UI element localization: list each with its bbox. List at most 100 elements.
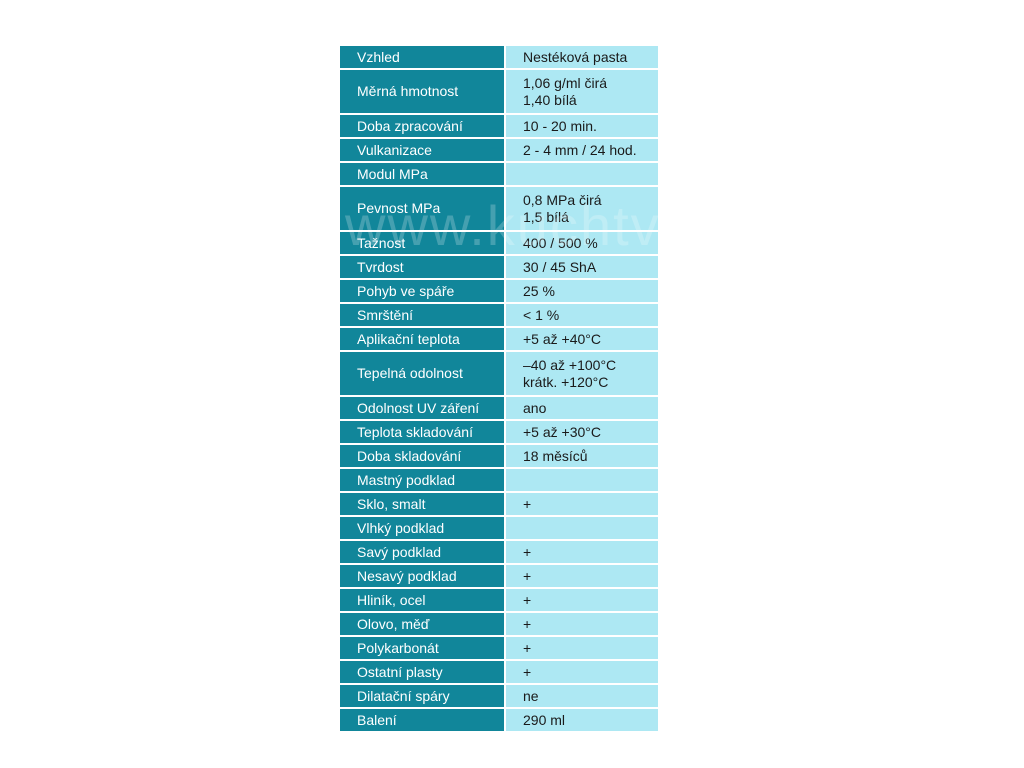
property-value: + [505,660,658,685]
property-value: 30 / 45 ShA [505,255,658,280]
property-label: Vlhký podklad [340,516,506,541]
property-label: Balení [340,708,506,733]
property-label: Vzhled [340,46,506,70]
property-value-line: + [523,639,532,656]
property-label: Olovo, měď [340,612,506,637]
property-label: Mastný podklad [340,468,506,493]
property-label: Tepelná odolnost [340,351,506,397]
property-label: Doba zpracování [340,114,506,139]
property-value-line: +5 až +40°C [523,330,601,347]
property-label: Aplikační teplota [340,327,506,352]
property-value: + [505,612,658,637]
property-value: 400 / 500 % [505,231,658,256]
property-value: + [505,540,658,565]
table-row: Smrštění < 1 % [340,303,658,328]
property-value: ne [505,684,658,709]
property-value: 290 ml [505,708,658,733]
property-value: + [505,492,658,517]
property-value [505,162,658,187]
property-value-line: 30 / 45 ShA [523,258,597,275]
property-label: Modul MPa [340,162,506,187]
property-value: 2 - 4 mm / 24 hod. [505,138,658,163]
property-value-line: 1,5 bílá [523,208,569,225]
table-row: Modul MPa [340,162,658,187]
property-value-line: –40 až +100°C [523,356,617,373]
property-label: Sklo, smalt [340,492,506,517]
spec-table-body: Vzhled Nestéková pasta Měrná hmotnost 1,06 … [340,46,658,733]
property-value: 18 měsíců [505,444,658,469]
property-value-line: ano [523,399,547,416]
property-value-line: 2 - 4 mm / 24 hod. [523,141,637,158]
property-value [505,516,658,541]
property-value: 10 - 20 min. [505,114,658,139]
table-row: Teplota skladování +5 až +30°C [340,420,658,445]
property-label: Tvrdost [340,255,506,280]
property-label: Teplota skladování [340,420,506,445]
property-value-line: 1,40 bílá [523,91,577,108]
property-label: Vulkanizace [340,138,506,163]
table-row: Aplikační teplota +5 až +40°C [340,327,658,352]
property-value [505,468,658,493]
property-value-line: 25 % [523,282,555,299]
property-label: Tažnost [340,231,506,256]
table-row: Tepelná odolnost –40 až +100°C krátk. +120… [340,351,658,397]
property-value-line: + [523,591,532,608]
spec-table: Vzhled Nestéková pasta Měrná hmotnost 1,06 … [340,46,658,733]
property-label: Ostatní plasty [340,660,506,685]
property-value-line: + [523,567,532,584]
table-row: Ostatní plasty + [340,660,658,685]
property-value-line: 400 / 500 % [523,234,598,251]
table-row: Odolnost UV záření ano [340,396,658,421]
property-value-line: 18 měsíců [523,447,588,464]
property-label: Odolnost UV záření [340,396,506,421]
table-row: Sklo, smalt + [340,492,658,517]
property-label: Doba skladování [340,444,506,469]
table-row: Tažnost 400 / 500 % [340,231,658,256]
property-label: Pevnost MPa [340,186,506,232]
property-value: < 1 % [505,303,658,328]
property-value: 1,06 g/ml čirá 1,40 bílá [505,69,658,115]
table-row: Hliník, ocel + [340,588,658,613]
property-value: +5 až +40°C [505,327,658,352]
property-value: + [505,636,658,661]
property-value-line: + [523,663,532,680]
property-value-line: + [523,495,532,512]
table-row: Vulkanizace 2 - 4 mm / 24 hod. [340,138,658,163]
property-value: 0,8 MPa čirá 1,5 bílá [505,186,658,232]
property-label: Nesavý podklad [340,564,506,589]
table-row: Tvrdost 30 / 45 ShA [340,255,658,280]
property-value-line: ne [523,687,539,704]
property-label: Měrná hmotnost [340,69,506,115]
property-value: ano [505,396,658,421]
table-row: Dilatační spáry ne [340,684,658,709]
property-value-line: 1,06 g/ml čirá [523,74,608,91]
property-value-line: 290 ml [523,711,566,728]
table-row: Mastný podklad [340,468,658,493]
table-row: Pohyb ve spáře 25 % [340,279,658,304]
table-row: Nesavý podklad + [340,564,658,589]
property-label: Pohyb ve spáře [340,279,506,304]
property-value: –40 až +100°C krátk. +120°C [505,351,658,397]
property-value-line: 10 - 20 min. [523,117,597,134]
property-label: Dilatační spáry [340,684,506,709]
property-value: +5 až +30°C [505,420,658,445]
table-row: Doba zpracování 10 - 20 min. [340,114,658,139]
spec-table-container: Vzhled Nestéková pasta Měrná hmotnost 1,06 … [340,46,658,733]
property-value: + [505,588,658,613]
property-value: Nestéková pasta [505,46,658,70]
property-value-line: < 1 % [523,306,560,323]
table-row: Polykarbonát + [340,636,658,661]
table-row: Pevnost MPa 0,8 MPa čirá 1,5 bílá [340,186,658,232]
property-value-line: +5 až +30°C [523,423,601,440]
table-row: Olovo, měď + [340,612,658,637]
property-label: Hliník, ocel [340,588,506,613]
property-value-line: Nestéková pasta [523,48,628,65]
table-row: Doba skladování 18 měsíců [340,444,658,469]
table-row: Měrná hmotnost 1,06 g/ml čirá 1,40 bílá [340,69,658,115]
property-value: 25 % [505,279,658,304]
property-value-line: + [523,543,532,560]
property-value-line: 0,8 MPa čirá [523,191,602,208]
property-label: Polykarbonát [340,636,506,661]
table-row: Vzhled Nestéková pasta [340,46,658,70]
table-row: Balení 290 ml [340,708,658,733]
